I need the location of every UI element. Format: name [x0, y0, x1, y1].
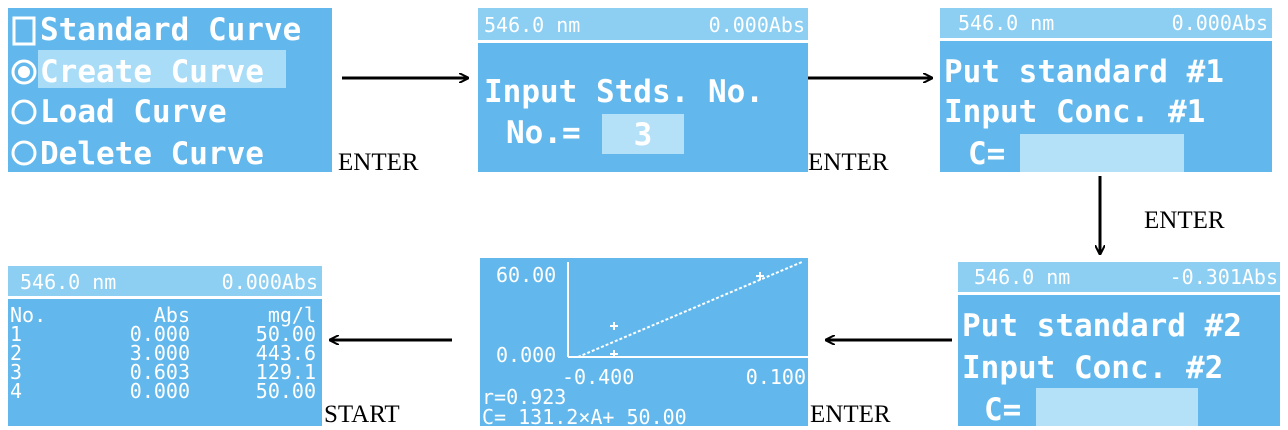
separator	[958, 292, 1280, 295]
prompt: C=	[984, 392, 1021, 428]
key-label: START	[324, 401, 400, 428]
prompt: C=	[968, 136, 1005, 172]
absorbance: 0.000Abs	[1172, 11, 1268, 35]
input-field[interactable]	[1020, 134, 1184, 172]
menu-item[interactable]: Delete Curve	[40, 136, 264, 172]
equation: C= 131.2×A+ 50.00	[482, 405, 687, 429]
key-label: ENTER	[810, 401, 891, 428]
separator	[940, 38, 1272, 41]
x-left: -0.400	[562, 365, 634, 389]
y-top: 60.00	[496, 263, 556, 287]
absorbance: 0.000Abs	[222, 270, 318, 294]
menu-item[interactable]: Create Curve	[40, 54, 264, 90]
wavelength: 546.0 nm	[958, 11, 1054, 35]
wavelength: 546.0 nm	[20, 270, 116, 294]
screen-stds: 546.0 nm 0.000Abs Input Stds. No. No.= 3	[478, 8, 808, 172]
key-label: ENTER	[1144, 207, 1225, 234]
screen-std2: 546.0 nm -0.301Abs Put standard #2 Input…	[958, 262, 1280, 428]
diagram: Standard Curve Create Curve Load Curve D…	[0, 0, 1288, 430]
key-label: ENTER	[808, 149, 889, 176]
key-label: ENTER	[338, 149, 419, 176]
absorbance: -0.301Abs	[1170, 265, 1278, 289]
menu-item[interactable]: Load Curve	[40, 94, 227, 130]
prompt: Input Conc. #2	[962, 350, 1223, 386]
y-bottom: 0.000	[496, 343, 556, 367]
prompt: Put standard #1	[944, 54, 1224, 90]
field-value: 3	[634, 117, 653, 153]
prompt: Put standard #2	[962, 308, 1242, 344]
screen-menu: Standard Curve Create Curve Load Curve D…	[8, 8, 332, 172]
wavelength: 546.0 nm	[484, 13, 580, 37]
x-right: 0.100	[746, 365, 806, 389]
prompt: No.=	[506, 115, 581, 151]
screen-graph: 60.00 0.000 -0.400 0.100 r=0.923 C= 131.…	[480, 258, 808, 429]
menu-title: Standard Curve	[40, 12, 301, 48]
table-cell: 50.00	[256, 379, 316, 403]
separator	[478, 40, 808, 43]
separator	[8, 296, 322, 299]
prompt: Input Conc. #1	[944, 94, 1205, 130]
input-field[interactable]	[1036, 388, 1198, 426]
radio-dot	[18, 66, 30, 78]
table-cell: 0.000	[130, 379, 190, 403]
absorbance: 0.000Abs	[709, 13, 805, 37]
wavelength: 546.0 nm	[974, 265, 1070, 289]
screen-std1: 546.0 nm 0.000Abs Put standard #1 Input …	[940, 8, 1272, 172]
table-cell: 4	[10, 379, 22, 403]
prompt: Input Stds. No.	[484, 74, 764, 110]
